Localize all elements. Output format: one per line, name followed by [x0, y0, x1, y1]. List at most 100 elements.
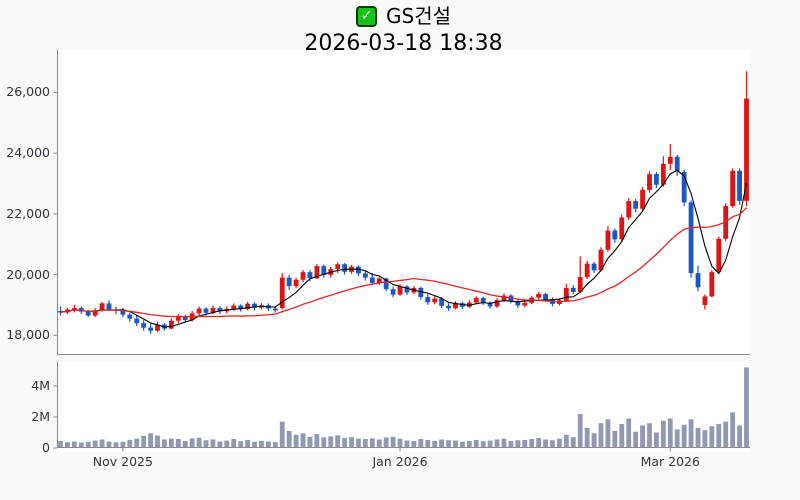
candle-body	[563, 287, 569, 301]
volume-bar	[189, 438, 195, 448]
candle-body	[92, 310, 98, 316]
candle-body	[737, 170, 742, 201]
volume-bar	[134, 438, 140, 448]
candle-body	[383, 278, 389, 290]
volume-bar	[591, 433, 597, 448]
volume-bar	[356, 438, 361, 448]
volume-bar	[300, 433, 306, 448]
volume-bar	[411, 441, 417, 448]
volume-bar	[231, 439, 237, 448]
candle-body	[286, 277, 292, 287]
candle-body	[730, 170, 736, 206]
volume-bar	[737, 425, 742, 448]
volume-bar	[120, 441, 126, 448]
volume-bar	[259, 440, 264, 448]
volume-bar	[252, 441, 257, 448]
volume-bar	[245, 439, 250, 448]
symbol-name: GS건설	[386, 4, 451, 28]
price-axis-label: 20,000	[6, 266, 50, 282]
candle-body	[716, 238, 722, 273]
candle-body	[473, 297, 479, 303]
ma-fast-line	[60, 169, 748, 328]
candle-body	[85, 311, 91, 316]
volume-bar	[58, 441, 63, 448]
candle-body	[640, 189, 645, 209]
candle-body	[182, 316, 188, 321]
volume-bar	[210, 439, 216, 448]
volume-bar	[640, 425, 645, 448]
volume-bar	[466, 441, 472, 448]
volume-bar	[529, 439, 535, 448]
volume-bar	[390, 436, 396, 448]
volume-bar	[314, 434, 320, 448]
candle-body	[487, 302, 493, 307]
candlestick-svg	[57, 50, 750, 355]
volume-bar	[557, 438, 562, 448]
volume-svg	[57, 362, 750, 448]
volume-bar	[279, 421, 285, 448]
volume-bar	[716, 423, 722, 448]
candle-body	[148, 327, 153, 331]
volume-bar	[397, 438, 403, 448]
volume-bar	[480, 441, 486, 448]
volume-bar	[633, 431, 639, 448]
volume-bar	[376, 439, 382, 448]
volume-bar	[369, 438, 375, 448]
candle-body	[619, 217, 625, 240]
volume-bar	[522, 439, 528, 448]
candle-body	[293, 279, 299, 287]
volume-bar	[709, 426, 715, 448]
volume-bar	[328, 436, 334, 448]
volume-bar	[182, 441, 188, 448]
chart-title-block: ✓ GS건설 2026-03-18 18:38	[57, 2, 750, 57]
candle-body	[404, 286, 410, 293]
volume-bar	[459, 441, 465, 448]
volume-bar	[681, 424, 687, 448]
volume-bar	[515, 440, 521, 448]
candle-body	[155, 324, 160, 331]
candlestick-panel	[57, 50, 750, 355]
date-axis-label: Jan 2026	[372, 454, 428, 469]
date-axis-label: Nov 2025	[92, 454, 153, 469]
volume-bar	[168, 438, 174, 448]
candle-body	[674, 156, 680, 172]
candle-body	[418, 287, 424, 298]
volume-bar	[494, 439, 500, 448]
candle-body	[591, 263, 597, 271]
candle-body	[356, 266, 361, 274]
candle-body	[633, 201, 639, 209]
volume-bar	[577, 413, 583, 448]
volume-bar	[113, 442, 119, 448]
volume-bar	[647, 423, 652, 448]
volume-bar	[612, 430, 618, 448]
volume-bar	[293, 434, 299, 448]
candle-body	[536, 294, 542, 298]
candle-body	[480, 297, 486, 303]
ma-slow-line	[60, 207, 747, 318]
candle-body	[439, 298, 445, 306]
volume-bar	[175, 439, 181, 448]
candle-body	[501, 295, 507, 301]
candle-body	[120, 310, 126, 315]
volume-bar	[78, 442, 84, 448]
candle-body	[647, 174, 652, 190]
candle-body	[515, 301, 521, 306]
candle-body	[245, 303, 250, 310]
volume-bar	[92, 440, 98, 448]
date-axis-label: Mar 2026	[640, 454, 700, 469]
candle-body	[744, 98, 749, 201]
volume-bar	[570, 437, 576, 448]
candle-body	[369, 277, 375, 284]
volume-bar	[744, 367, 749, 448]
volume-bar	[550, 440, 555, 448]
candle-body	[612, 230, 618, 240]
candle-body	[702, 296, 708, 305]
candle-body	[654, 174, 659, 185]
candle-body	[141, 323, 147, 328]
volume-bar	[667, 418, 673, 448]
volume-axis-label: 2M	[31, 409, 50, 424]
volume-bar	[695, 427, 701, 448]
volume-bar	[335, 435, 341, 448]
candle-body	[217, 307, 223, 312]
volume-bar	[148, 433, 153, 448]
